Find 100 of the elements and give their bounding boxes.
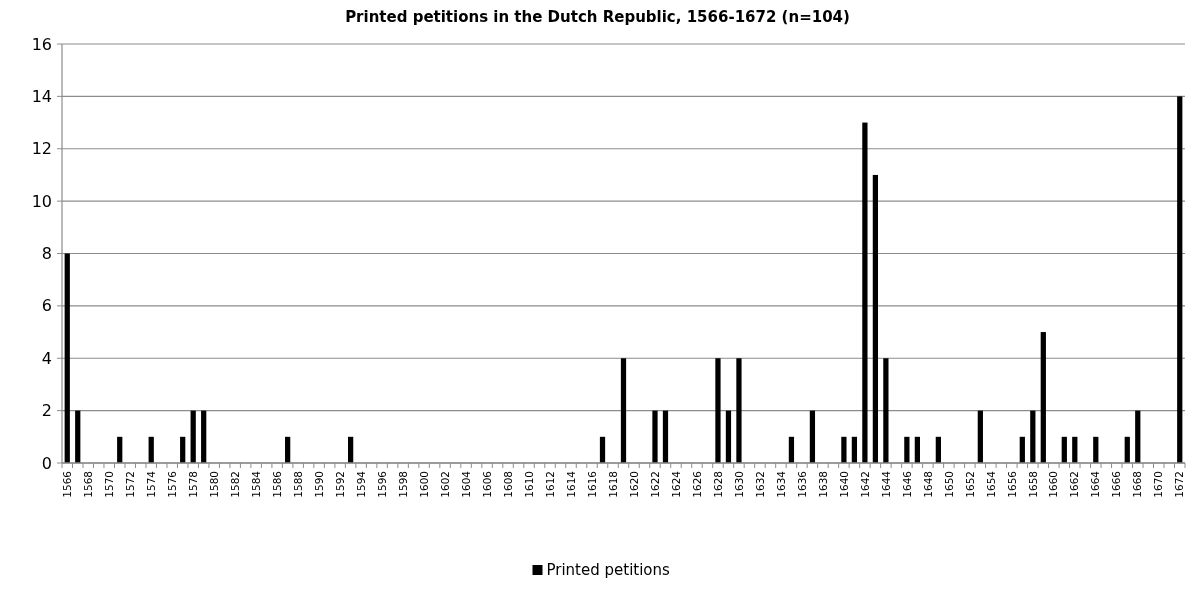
- x-tick-label: 1610: [522, 471, 535, 498]
- bar: [904, 436, 910, 463]
- x-tick-label: 1636: [795, 470, 808, 498]
- bar: [148, 436, 154, 463]
- x-tick-label: 1594: [354, 470, 367, 498]
- y-tick-label: 8: [41, 244, 52, 264]
- bar: [809, 410, 816, 463]
- x-tick-label: 1658: [1026, 471, 1039, 498]
- x-tick-label: 1606: [480, 470, 493, 498]
- y-tick-label: 10: [31, 191, 52, 211]
- x-tick-label: 1656: [1005, 470, 1018, 498]
- bar: [977, 410, 983, 463]
- bar: [348, 436, 354, 463]
- bar: [862, 122, 868, 463]
- bar: [736, 358, 742, 463]
- y-tick-label: 4: [41, 348, 52, 368]
- x-tick-label: 1616: [585, 470, 598, 498]
- x-tick-label: 1578: [186, 471, 199, 498]
- bar: [935, 436, 941, 463]
- legend-label: Printed petitions: [546, 561, 671, 579]
- x-tick-label: 1576: [165, 470, 178, 498]
- bar: [715, 358, 721, 463]
- x-tick-label: 1592: [333, 471, 346, 498]
- x-tick-label: 1660: [1047, 471, 1060, 498]
- bar: [725, 410, 732, 463]
- bar: [1177, 96, 1183, 463]
- x-tick-label: 1580: [207, 471, 220, 498]
- x-tick-label: 1590: [312, 471, 325, 498]
- bar: [190, 410, 196, 463]
- x-tick-label: 1598: [396, 471, 409, 498]
- x-tick-label: 1574: [144, 470, 157, 498]
- x-tick-label: 1626: [690, 470, 703, 498]
- x-tick-label: 1648: [921, 471, 934, 498]
- y-tick-label: 2: [41, 401, 52, 421]
- bar: [599, 436, 606, 463]
- chart-title: Printed petitions in the Dutch Republic, 1566-1672 (n=104): [345, 8, 850, 26]
- x-tick-label: 1644: [879, 470, 892, 498]
- bar: [662, 410, 669, 463]
- bar: [841, 436, 847, 463]
- y-tick-label: 16: [31, 34, 52, 54]
- bar: [1124, 436, 1130, 463]
- bar: [201, 410, 207, 463]
- x-tick-label: 1612: [543, 471, 556, 498]
- x-tick-label: 1600: [417, 471, 430, 498]
- x-tick-label: 1646: [900, 470, 913, 498]
- x-tick-label: 1628: [711, 471, 724, 498]
- x-tick-label: 1670: [1152, 471, 1165, 498]
- bar: [883, 358, 889, 463]
- x-tick-label: 1662: [1068, 471, 1081, 498]
- bar: [1030, 410, 1036, 463]
- x-tick-label: 1566: [60, 470, 73, 498]
- x-tick-label: 1584: [249, 470, 262, 498]
- x-tick-label: 1614: [564, 470, 577, 498]
- x-tick-label: 1582: [228, 471, 241, 498]
- x-tick-label: 1652: [963, 471, 976, 498]
- bar: [652, 410, 658, 463]
- x-tick-label: 1588: [291, 471, 304, 498]
- bar: [180, 436, 186, 463]
- x-tick-label: 1572: [123, 471, 136, 498]
- bar: [1040, 332, 1046, 463]
- y-tick-label: 0: [41, 453, 52, 473]
- x-tick-label: 1630: [732, 471, 745, 498]
- x-tick-label: 1586: [270, 470, 283, 498]
- bar: [914, 436, 920, 463]
- x-tick-label: 1650: [942, 471, 955, 498]
- x-tick-label: 1664: [1089, 470, 1102, 498]
- x-tick-label: 1642: [858, 471, 871, 498]
- x-tick-label: 1570: [102, 471, 115, 498]
- y-tick-label: 14: [31, 86, 52, 106]
- x-tick-label: 1618: [606, 471, 619, 498]
- x-tick-label: 1622: [648, 471, 661, 498]
- bar: [851, 436, 858, 463]
- y-tick-label: 12: [31, 139, 52, 159]
- bar: [872, 174, 879, 463]
- bar: [620, 358, 627, 463]
- bar: [75, 410, 81, 463]
- x-tick-label: 1624: [669, 470, 682, 498]
- y-tick-label: 6: [41, 296, 52, 316]
- bar: [788, 436, 795, 463]
- bar: [1019, 436, 1025, 463]
- bar: [1093, 436, 1099, 463]
- bar: [1061, 436, 1067, 463]
- x-tick-label: 1672: [1173, 471, 1186, 498]
- x-tick-label: 1632: [753, 471, 766, 498]
- bar: [117, 436, 123, 463]
- x-tick-label: 1668: [1131, 471, 1144, 498]
- x-tick-label: 1654: [984, 470, 997, 498]
- x-tick-label: 1608: [501, 471, 514, 498]
- x-tick-label: 1640: [837, 471, 850, 498]
- x-tick-label: 1568: [81, 471, 94, 498]
- bar: [1072, 436, 1078, 463]
- x-tick-label: 1596: [375, 470, 388, 498]
- x-tick-label: 1604: [459, 470, 472, 498]
- bar: [1135, 410, 1141, 463]
- x-tick-label: 1634: [774, 470, 787, 498]
- x-tick-label: 1602: [438, 471, 451, 498]
- x-tick-label: 1620: [627, 471, 640, 498]
- x-tick-label: 1638: [816, 471, 829, 498]
- x-tick-label: 1666: [1110, 470, 1123, 498]
- bar: [64, 253, 70, 463]
